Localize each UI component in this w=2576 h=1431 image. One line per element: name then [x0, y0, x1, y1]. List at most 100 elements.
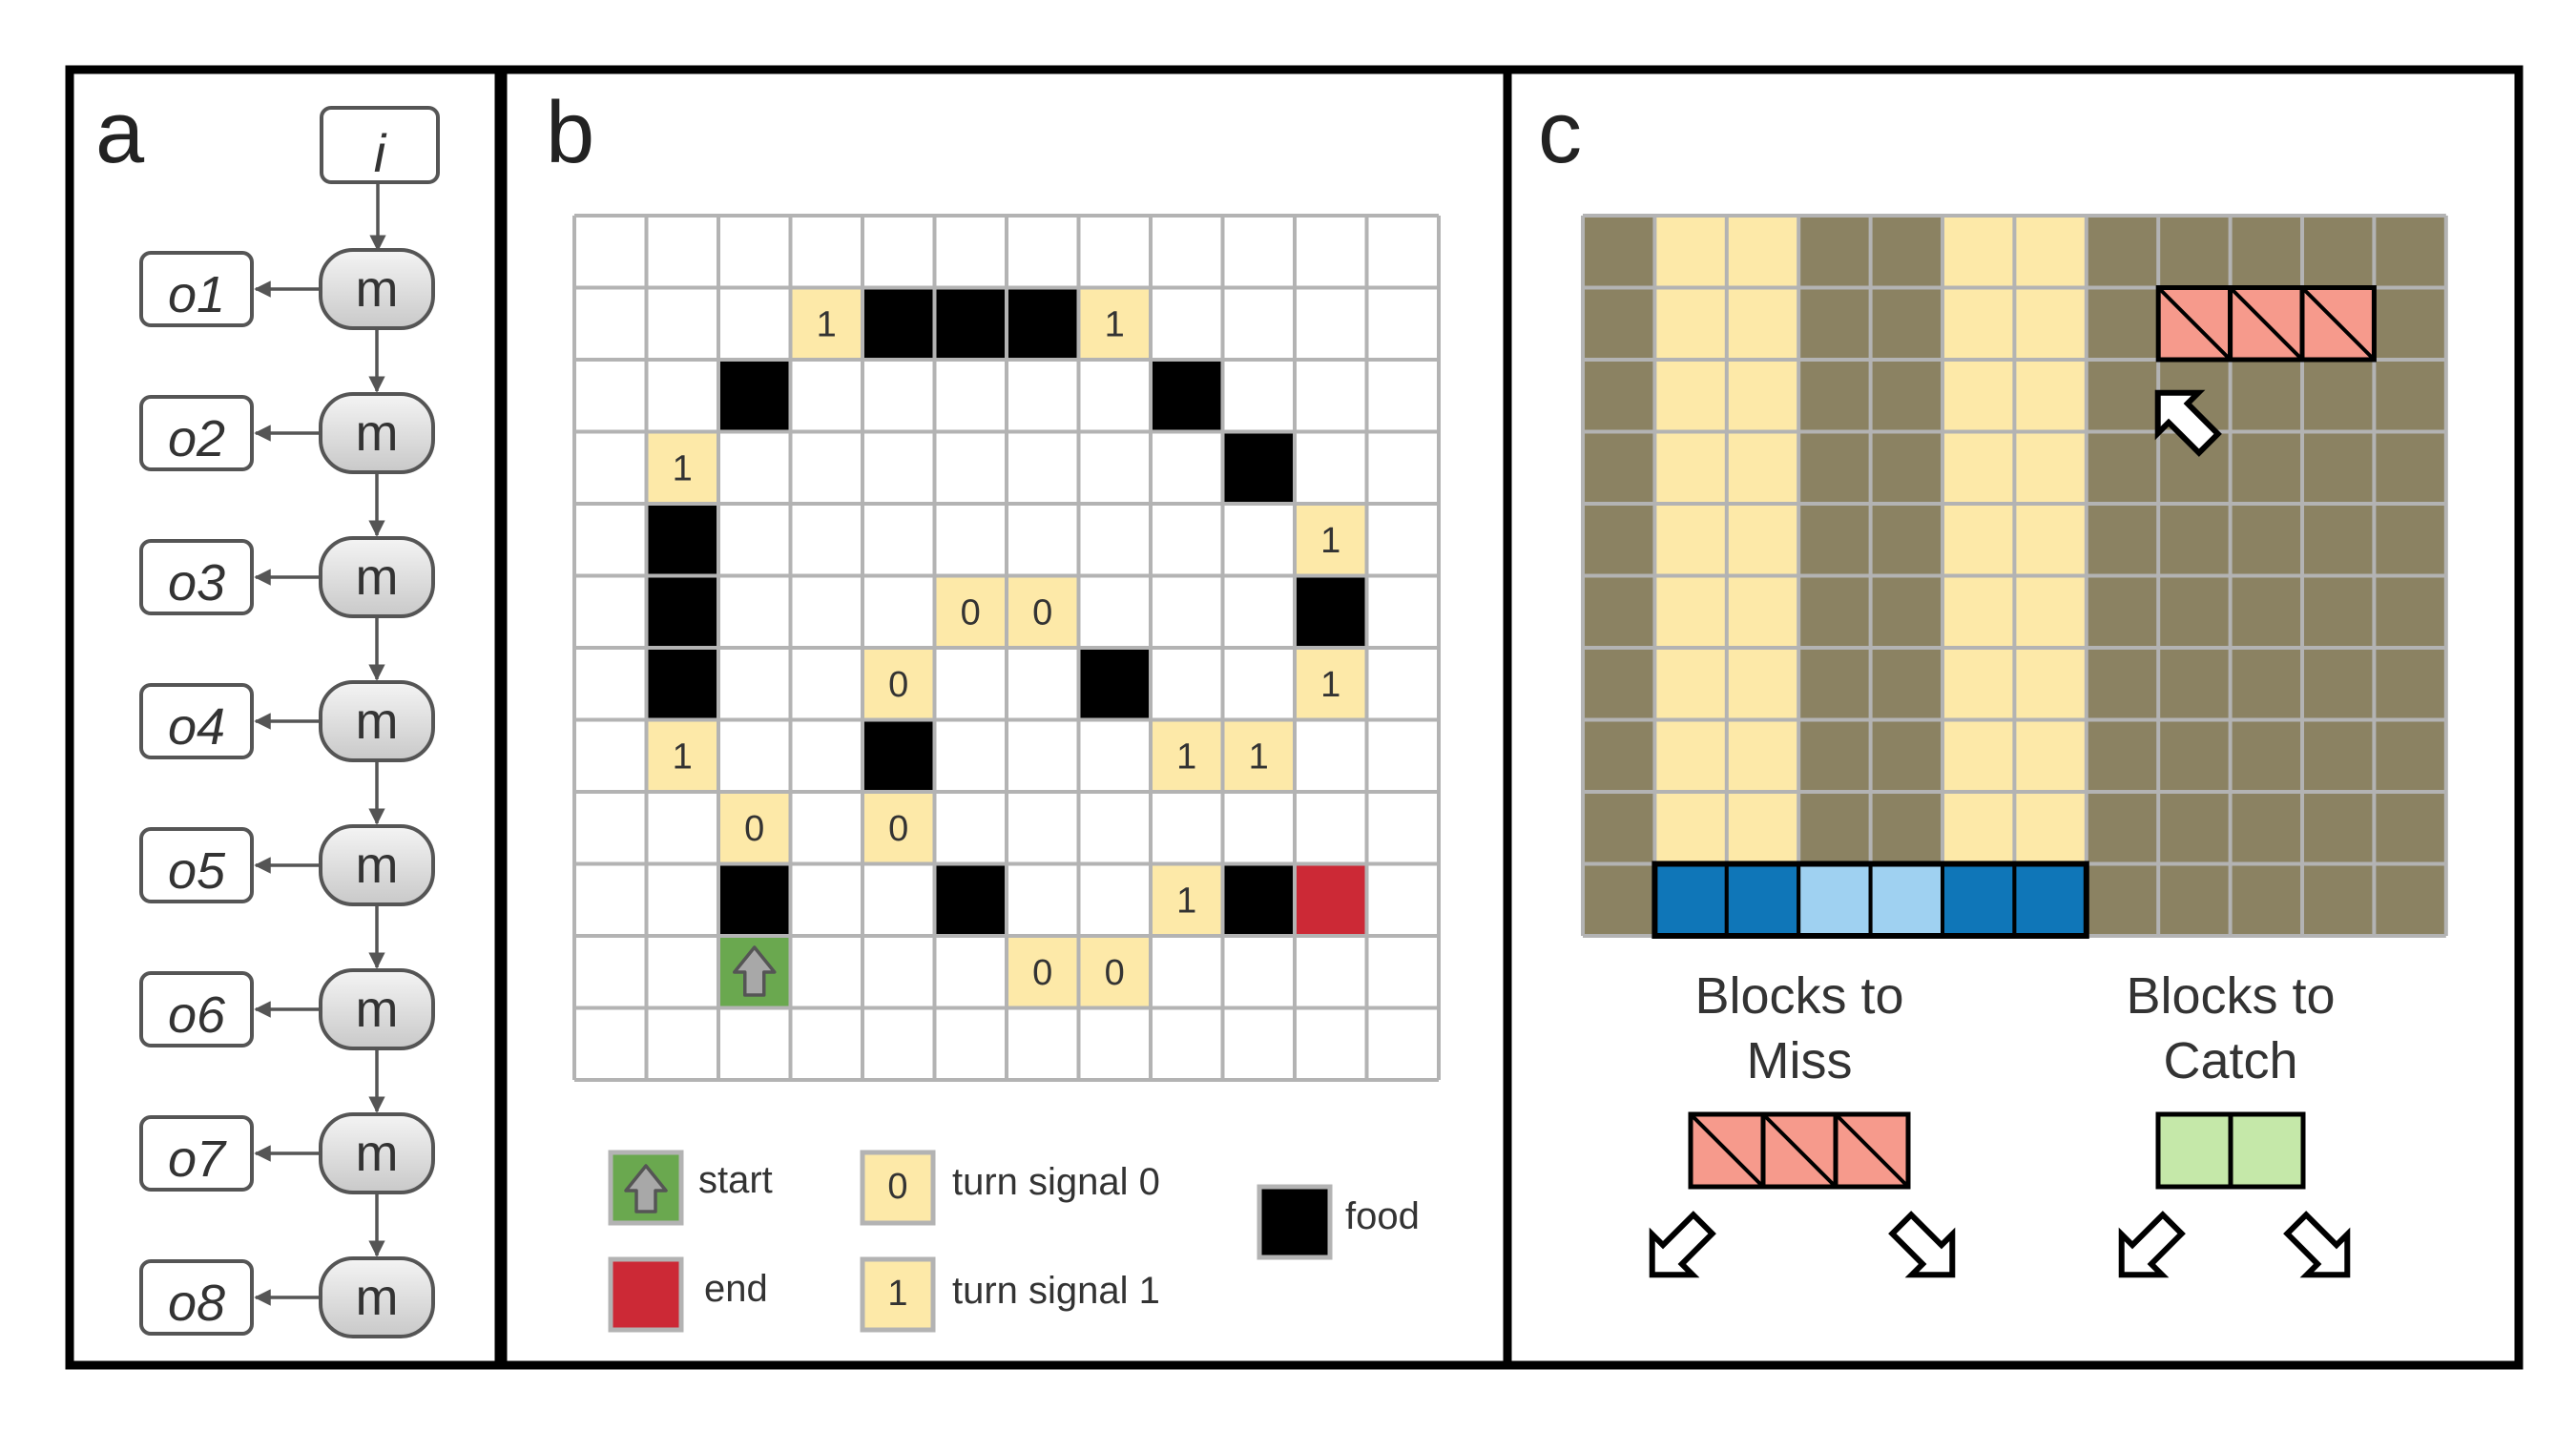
- output-node: [139, 395, 254, 471]
- food-cell: [646, 504, 718, 576]
- food-cell: [1151, 360, 1223, 432]
- food-cell: [718, 360, 791, 432]
- output-node-label: o3: [168, 554, 225, 612]
- turn-signal-cell: [1007, 575, 1079, 648]
- turn-signal-value: 1: [1249, 736, 1269, 777]
- memory-chain-diagram: i m o1 m o2 m o3 m o4 m o5 m o6 m o7 m o8: [139, 106, 440, 1338]
- legend-signal0-label: turn signal 0: [952, 1161, 1160, 1203]
- output-node-label: o2: [168, 410, 225, 467]
- catch-block-example: [2155, 1111, 2306, 1190]
- turn-signal-value: 1: [1105, 304, 1125, 344]
- turn-signal-cell: [1222, 719, 1295, 792]
- miss-title-line1: Blocks to: [1694, 967, 1903, 1025]
- food-cell: [934, 863, 1007, 936]
- paddle-cell: [1724, 861, 1801, 938]
- paddle-cell: [1797, 861, 1873, 938]
- miss-title-line2: Miss: [1747, 1032, 1853, 1089]
- food-cell: [1222, 863, 1295, 936]
- output-node: [139, 539, 254, 615]
- output-node: [139, 251, 254, 327]
- turn-signal-value: 0: [744, 809, 764, 849]
- output-node: [139, 971, 254, 1047]
- turn-signal-cell: [862, 792, 935, 864]
- miss-block-hatch: [1834, 1112, 1910, 1189]
- turn-signal-cell: [1078, 936, 1151, 1008]
- miss-block-hatch: [1761, 1112, 1838, 1189]
- legend-signal1-label: turn signal 1: [952, 1270, 1160, 1312]
- turn-signal-value: 0: [1105, 953, 1125, 993]
- turn-signal-value: 0: [961, 592, 981, 633]
- food-cell: [718, 863, 791, 936]
- memory-node-label: m: [356, 260, 399, 318]
- chain-row: m o6: [139, 968, 435, 1113]
- input-node: [320, 106, 440, 184]
- legend-signal1-value: 1: [887, 1274, 907, 1314]
- memory-chain-rows: m o1 m o2 m o3 m o4 m o5 m o6 m o7 m o8: [139, 248, 435, 1338]
- turn-signal-cell: [934, 575, 1007, 648]
- memory-node-label: m: [356, 981, 399, 1038]
- legend-signal0-value: 0: [887, 1167, 907, 1207]
- chain-row: m o7: [139, 1112, 435, 1257]
- grid-lines: [572, 214, 1441, 1082]
- paddle-cell: [1868, 861, 1944, 938]
- output-node-label: o5: [168, 842, 226, 900]
- catch-block-cell: [2228, 1111, 2306, 1190]
- food-trail-grid: 1 1 1 1 0 0 0 1 1 1 1 0 0 1 0 0: [572, 214, 1441, 1082]
- legend-end-label: end: [704, 1268, 768, 1310]
- memory-node-label: m: [356, 693, 399, 750]
- legend-end-swatch: [608, 1256, 684, 1333]
- turn-signal-cell: [1151, 719, 1223, 792]
- turn-signal-value: 1: [817, 304, 837, 344]
- memory-node-label: m: [356, 837, 399, 894]
- turn-signal-cell: [1151, 863, 1223, 936]
- panel-b-label: b: [546, 84, 594, 181]
- output-node-label: o1: [168, 266, 225, 323]
- output-node: [139, 683, 254, 759]
- output-node-label: o4: [168, 698, 225, 756]
- legend-signal1-swatch: [860, 1256, 936, 1333]
- turn-signal-value: 0: [888, 809, 908, 849]
- turn-signal-value: 0: [1032, 592, 1052, 633]
- output-node-label: o6: [168, 986, 226, 1044]
- turn-signal-cell: [646, 431, 718, 504]
- memory-node-label: m: [356, 1269, 399, 1326]
- memory-node-label: m: [356, 404, 399, 462]
- falling-block-hatch: [2300, 286, 2376, 362]
- legend-food-swatch: [1257, 1184, 1333, 1260]
- memory-node-label: m: [356, 1125, 399, 1182]
- turn-signal-cell: [1295, 648, 1367, 720]
- chain-row: m o2: [139, 392, 435, 537]
- paddle-cell: [1652, 861, 1729, 938]
- miss-block-example: [1688, 1111, 1911, 1190]
- turn-signal-value: 0: [888, 665, 908, 705]
- catch-title-line1: Blocks to: [2126, 967, 2335, 1025]
- turn-signal-cell: [862, 648, 935, 720]
- chain-row: m o5: [139, 824, 435, 969]
- paddle-outline: [1652, 861, 2089, 939]
- food-cell: [934, 287, 1007, 360]
- chain-row: m o8: [139, 1256, 435, 1338]
- panel-c-frame: [1503, 65, 2524, 1370]
- turn-signal-cell: [1295, 504, 1367, 576]
- turn-signal-value: 1: [1320, 521, 1340, 561]
- food-cell: [1007, 287, 1079, 360]
- memory-node-label: m: [356, 549, 399, 606]
- panel-a-label: a: [95, 84, 145, 181]
- legend-food-label: food: [1345, 1195, 1420, 1237]
- end-cell: [1295, 863, 1367, 936]
- miss-left-arrow-icon: [1649, 1211, 1716, 1278]
- turn-signal-cell: [1007, 936, 1079, 1008]
- food-cell: [1078, 648, 1151, 720]
- food-cell: [862, 719, 935, 792]
- catch-title-line2: Catch: [2163, 1032, 2297, 1089]
- turn-signal-value: 1: [673, 736, 693, 777]
- paddle-cell: [1941, 861, 2017, 938]
- food-cell: [862, 287, 935, 360]
- block-catch-game-grid: [1581, 214, 2448, 939]
- falling-block-arrow-icon: [2154, 389, 2222, 457]
- turn-signal-value: 1: [1320, 665, 1340, 705]
- turn-signal-cell: [646, 719, 718, 792]
- paddle-cell: [2012, 861, 2088, 938]
- falling-block-hatch: [2229, 286, 2304, 362]
- panel-b-legend: start end 0 turn signal 0 1 turn signal …: [608, 1150, 1420, 1333]
